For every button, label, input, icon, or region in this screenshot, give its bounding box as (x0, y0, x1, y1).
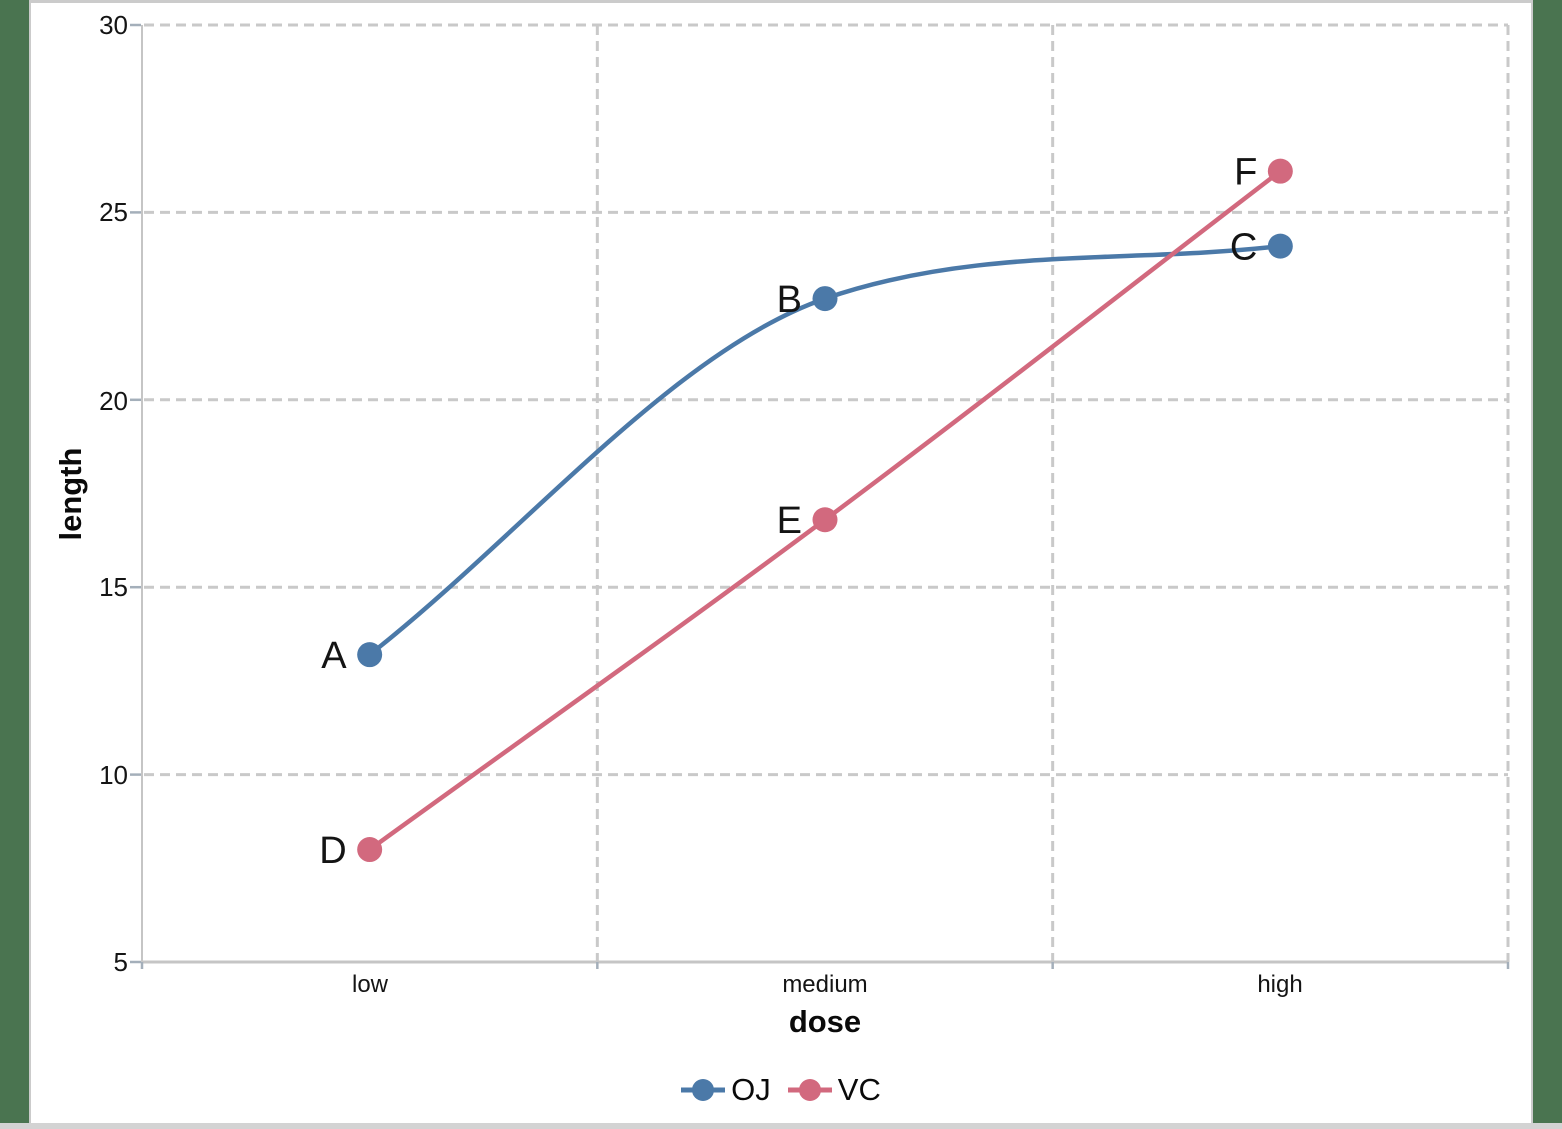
point-label-c: C (1230, 227, 1257, 269)
y-tick-label-25: 25 (99, 197, 128, 227)
data-point-e[interactable] (812, 507, 838, 533)
x-tick-label-high: high (1257, 971, 1303, 998)
data-point-f[interactable] (1267, 158, 1293, 184)
y-tick-label-20: 20 (99, 386, 128, 416)
point-label-b: B (777, 279, 802, 321)
x-tick-label-medium: medium (782, 971, 868, 998)
oj-line-marker-icon (681, 1079, 726, 1101)
y-tick-label-30: 30 (99, 10, 128, 40)
data-point-c[interactable] (1267, 233, 1293, 259)
panel-right-edge (1531, 0, 1533, 1123)
x-tick-label-low: low (351, 971, 388, 998)
left-side-band (0, 0, 29, 1123)
legend-item-oj[interactable]: OJ (680, 1072, 771, 1108)
data-point-b[interactable] (812, 286, 838, 312)
y-tick-label-5: 5 (113, 947, 128, 977)
x-axis-title: dose (788, 1004, 862, 1039)
legend: OJ VC (30, 1070, 1531, 1110)
point-label-f: F (1234, 152, 1257, 194)
y-axis-title: length (53, 447, 88, 541)
panel-top-edge (29, 0, 1533, 3)
vc-line-marker-icon (787, 1079, 832, 1101)
bottom-scrollbar-track[interactable] (0, 1123, 1562, 1129)
data-point-a[interactable] (357, 642, 383, 668)
legend-label-oj: OJ (731, 1072, 771, 1107)
panel-left-edge (29, 0, 31, 1123)
y-tick-label-15: 15 (99, 572, 128, 602)
point-label-d: D (319, 830, 346, 872)
right-side-band (1533, 0, 1562, 1123)
legend-item-vc[interactable]: VC (787, 1072, 881, 1108)
point-label-a: A (321, 635, 347, 677)
data-point-d[interactable] (357, 837, 383, 863)
point-label-e: E (777, 500, 802, 542)
y-tick-label-10: 10 (99, 760, 128, 790)
legend-label-vc: VC (837, 1072, 881, 1107)
